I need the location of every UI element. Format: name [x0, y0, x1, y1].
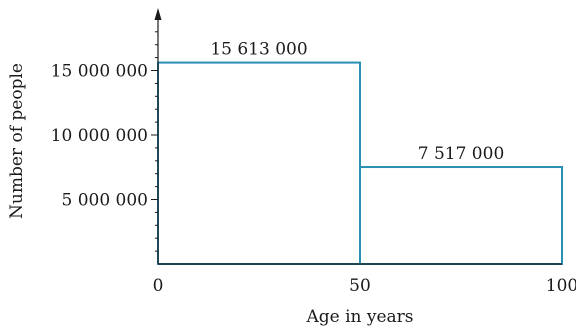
x-axis-label: Age in years	[305, 307, 413, 327]
labels-layer: 15 613 000 7 517 000 5 000 000 10 000 000 15…	[51, 40, 576, 296]
y-axis-label: Number of people	[7, 63, 27, 219]
y-axis-arrow	[154, 8, 162, 20]
y-tick-label: 5 000 000	[61, 191, 148, 211]
x-tick-label: 0	[153, 276, 164, 296]
y-tick-label: 15 000 000	[51, 62, 148, 82]
y-tick-label: 10 000 000	[51, 126, 148, 146]
ticks-layer	[151, 18, 158, 252]
x-tick-label: 100	[546, 276, 576, 296]
x-tick-label: 50	[349, 276, 371, 296]
bar-1-value-label: 7 517 000	[418, 144, 505, 164]
bar-1	[359, 166, 563, 265]
bar-0-value-label: 15 613 000	[210, 40, 307, 60]
bar-0	[157, 61, 361, 265]
